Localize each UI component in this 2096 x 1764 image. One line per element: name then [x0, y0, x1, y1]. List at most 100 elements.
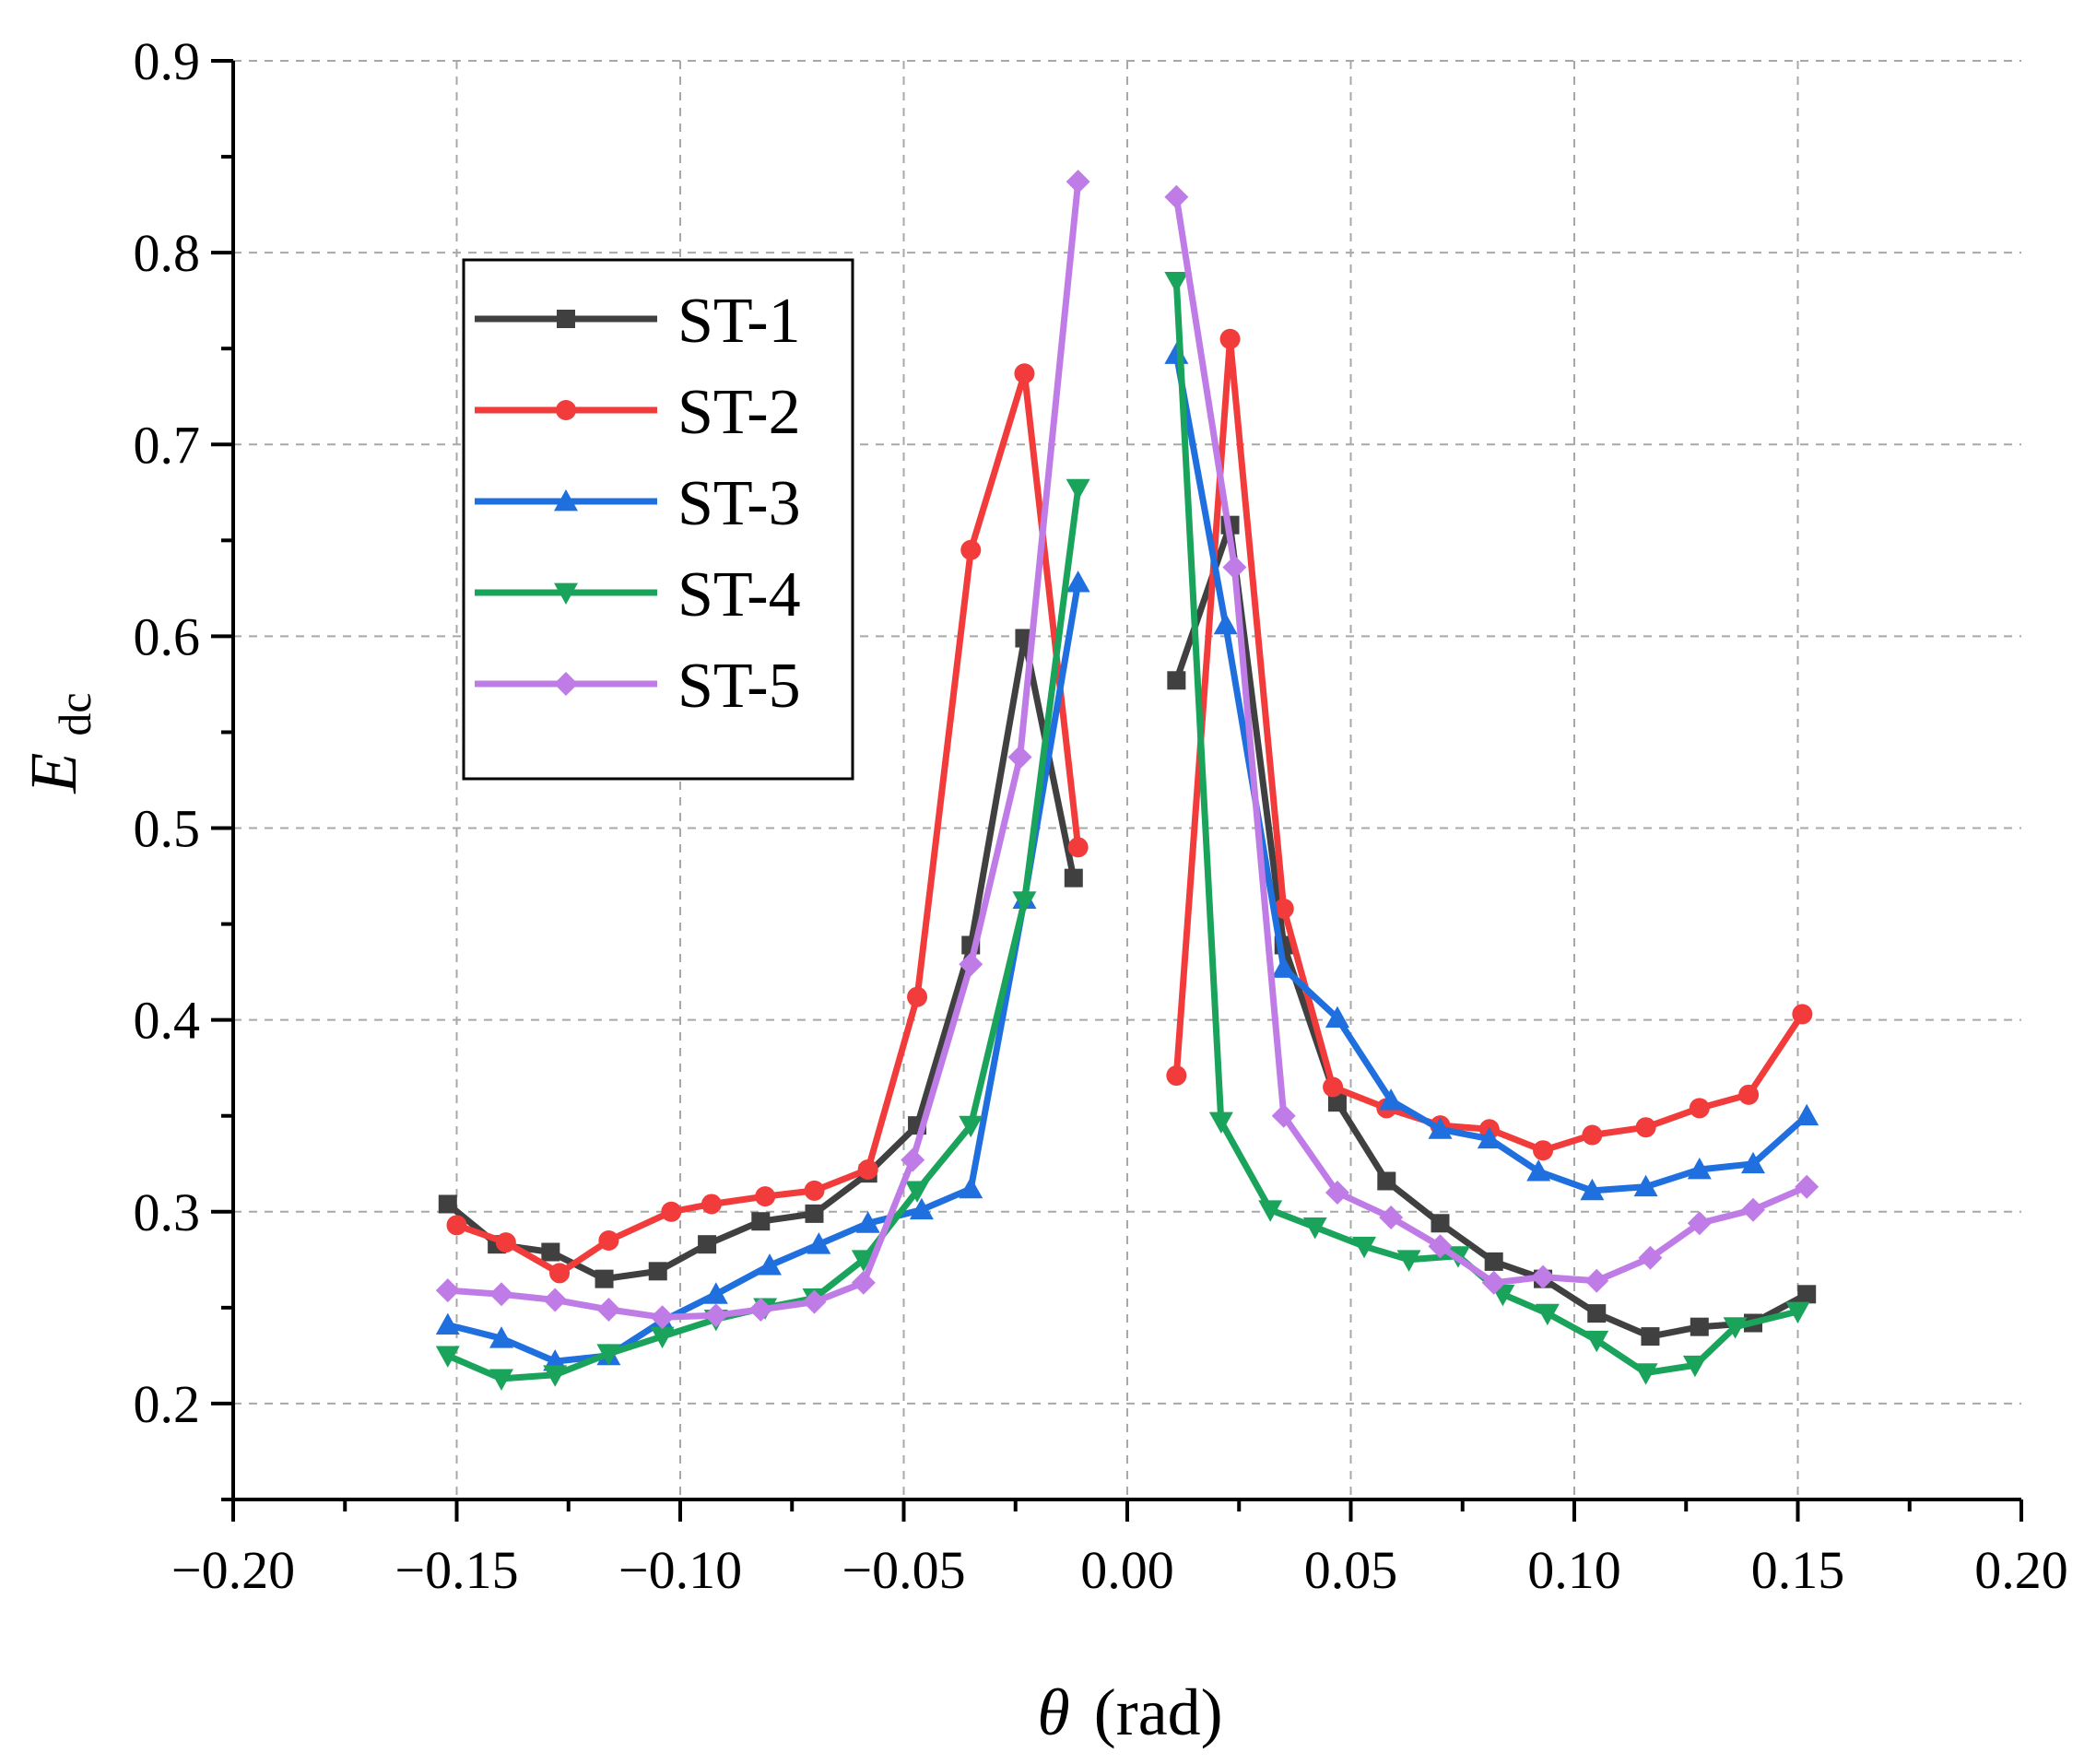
series-st-3-point [1580, 1178, 1605, 1201]
legend-box [462, 258, 854, 781]
series-st-3-point [1213, 612, 1238, 635]
series-st-1-point [541, 1242, 560, 1262]
series-st-5-point [1795, 1174, 1819, 1199]
series-st-5-point [1687, 1211, 1712, 1236]
axes: −0.20 −0.15 −0.10 −0.05 0.00 0.05 0.10 0.15 0.20… [134, 31, 2068, 1600]
x-tick-label: 0.10 [1527, 1540, 1621, 1600]
series-st-4-point [596, 1344, 621, 1366]
series-st-1-point [1587, 1304, 1607, 1323]
series-st-4-point [905, 1181, 930, 1203]
series-st-5-point [543, 1288, 568, 1312]
series-st-1-point [1327, 1093, 1347, 1112]
y-tick-label: 0.6 [134, 606, 201, 666]
series-st-4-point [1723, 1317, 1748, 1339]
legend-label-st-3: ST-3 [677, 468, 801, 539]
series-st-5-point [1584, 1268, 1609, 1293]
series-st-1-point [1484, 1252, 1503, 1271]
series-st-1-point [1641, 1327, 1660, 1347]
series-st-2-point [804, 1180, 825, 1201]
series-layer [435, 170, 1819, 1391]
legend-marker-st-3 [554, 489, 578, 512]
series-st-2-point [661, 1201, 682, 1222]
y-tick-label: 0.3 [134, 1182, 201, 1242]
series-st-5-point [1638, 1245, 1663, 1270]
legend: ST-1 ST-2 ST-3 ST-4 ST-5 [462, 258, 854, 781]
series-st-4-point [1633, 1363, 1658, 1385]
series-st-3-point [909, 1197, 934, 1220]
series-st-5-point [1222, 555, 1247, 580]
x-tick-label: 0.15 [1751, 1540, 1845, 1600]
series-st-3-point [1526, 1159, 1551, 1182]
series-st-3-point [703, 1282, 728, 1304]
series-st-5-point [1325, 1180, 1349, 1205]
series-st-3-point [855, 1211, 880, 1233]
series-st-4-point [1584, 1330, 1609, 1353]
series-st-4-point [1012, 891, 1037, 913]
series-st-2-point [1273, 898, 1294, 919]
series-st-3-point [1271, 956, 1296, 978]
series-st-2-point [701, 1194, 722, 1215]
series-st-4-point [1352, 1236, 1377, 1259]
legend-label-st-5: ST-5 [677, 651, 801, 722]
series-st-1-point [1064, 868, 1083, 888]
x-tick-label: 0.05 [1304, 1540, 1398, 1600]
series-st-2-point [1067, 837, 1089, 858]
series-st-2-point [1738, 1084, 1760, 1105]
y-axis-symbol: E [17, 753, 90, 794]
series-st-2-point [1323, 1076, 1344, 1098]
series-st-2-point [446, 1215, 467, 1236]
legend-label-st-2: ST-2 [677, 377, 801, 448]
series-st-2-point [857, 1159, 878, 1181]
series-st-5-point [703, 1303, 728, 1328]
series-st-1-point [1377, 1171, 1396, 1191]
series-st-1-point [805, 1204, 824, 1223]
series-st-5-point [1531, 1264, 1556, 1289]
x-axis-unit: (rad) [1094, 1676, 1223, 1749]
series-st-4-point [1535, 1303, 1560, 1326]
series-st-2-point [1582, 1124, 1603, 1146]
series-st-5-point [901, 1147, 925, 1172]
series-st-3-point [435, 1312, 460, 1335]
x-tick-label: 0.20 [1974, 1540, 2068, 1600]
series-st-1-point [648, 1262, 667, 1281]
series-st-2-point [1219, 328, 1241, 349]
y-axis-subscript: dc [49, 692, 100, 735]
series-st-2-point [1635, 1117, 1656, 1138]
series-st-2-point [1014, 363, 1035, 384]
series-st-5-point [1066, 170, 1090, 194]
series-st-4-point [1258, 1200, 1283, 1222]
series-st-3-point [1066, 570, 1090, 593]
series-st-1-point [438, 1194, 457, 1214]
series-st-4-point [851, 1250, 876, 1272]
series-st-3-point [1741, 1151, 1765, 1174]
series-st-5-point [489, 1282, 513, 1307]
series-st-1-point [1690, 1317, 1709, 1336]
x-tick-label: −0.15 [394, 1540, 518, 1600]
series-st-3-point [1477, 1126, 1501, 1149]
x-tick-label: −0.20 [171, 1540, 295, 1600]
series-st-1-point [751, 1212, 771, 1231]
y-tick-label: 0.2 [134, 1374, 201, 1434]
series-st-1-point [698, 1235, 717, 1254]
series-st-5-point [748, 1297, 773, 1322]
series-st-4-point [435, 1346, 460, 1368]
series-st-2-point [1689, 1098, 1710, 1119]
series-st-5-point [1481, 1270, 1506, 1295]
series-st-4-point [543, 1365, 568, 1387]
x-tick-label: 0.00 [1080, 1540, 1174, 1600]
legend-marker-st-5 [554, 672, 578, 696]
series-st-1-point [595, 1269, 614, 1288]
series-st-5-point [1271, 1103, 1296, 1128]
series-st-3-point [1687, 1158, 1712, 1180]
series-st-4-point [1682, 1355, 1707, 1378]
series-st-3-point [489, 1326, 513, 1348]
series-st-4-point [1785, 1301, 1810, 1324]
series-st-1-point [1167, 671, 1186, 690]
series-st-4-point [1302, 1217, 1327, 1240]
series-st-2-point [495, 1232, 516, 1253]
series-st-5-point [596, 1297, 621, 1322]
series-st-3-point [1379, 1088, 1404, 1111]
series-st-3-point [1633, 1174, 1658, 1197]
series-st-3-point [1795, 1103, 1819, 1126]
